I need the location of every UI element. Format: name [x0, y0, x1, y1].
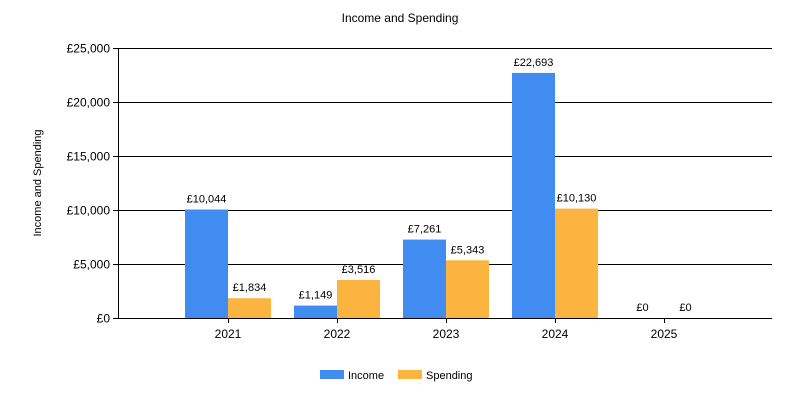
data-label-spending-2024: £10,130	[557, 193, 597, 205]
y-tick-label: £20,000	[67, 96, 111, 110]
legend-swatch-income	[320, 370, 344, 379]
data-label-income-2025: £0	[636, 302, 648, 314]
x-tick-label: 2023	[433, 327, 460, 341]
legend-swatch-spending	[398, 370, 422, 379]
chart-title: Income and Spending	[342, 11, 459, 25]
data-label-spending-2021: £1,834	[233, 282, 267, 294]
legend: Income Spending	[320, 370, 473, 382]
y-tick-label: £10,000	[67, 204, 111, 218]
bar-spending-2024	[555, 208, 598, 318]
data-label-income-2022: £1,149	[299, 290, 333, 302]
data-label-income-2023: £7,261	[408, 224, 442, 236]
y-tick-label: £0	[97, 312, 111, 326]
bar-spending-2021	[228, 298, 271, 318]
x-tick-label: 2021	[215, 327, 242, 341]
bar-income-2022	[294, 305, 337, 318]
y-axis-title: Income and Spending	[32, 129, 44, 236]
bar-spending-2023	[446, 260, 489, 318]
axes: £0 £5,000 £10,000 £15,000 £20,000 £25,000 2021…	[67, 42, 772, 341]
bar-income-2024	[512, 72, 555, 318]
y-tick-label: £5,000	[73, 258, 110, 272]
data-label-spending-2023: £5,343	[451, 244, 485, 256]
y-tick-label: £15,000	[67, 150, 111, 164]
data-label-spending-2025: £0	[679, 302, 691, 314]
bars: £10,044 £1,834 £1,149 £3,516 £7,261 £5,343 £22…	[185, 57, 692, 318]
legend-label-income: Income	[348, 370, 384, 382]
legend-label-spending: Spending	[426, 370, 473, 382]
bar-income-2021	[185, 209, 228, 318]
bar-income-2023	[403, 239, 446, 318]
data-label-spending-2022: £3,516	[342, 264, 376, 276]
x-tick-label: 2024	[542, 327, 569, 341]
x-tick-label: 2022	[324, 327, 351, 341]
data-label-income-2024: £22,693	[514, 57, 554, 69]
x-tick-label: 2025	[651, 327, 678, 341]
y-tick-label: £25,000	[67, 42, 111, 56]
bar-spending-2022	[337, 280, 380, 318]
data-label-income-2021: £10,044	[187, 194, 227, 206]
